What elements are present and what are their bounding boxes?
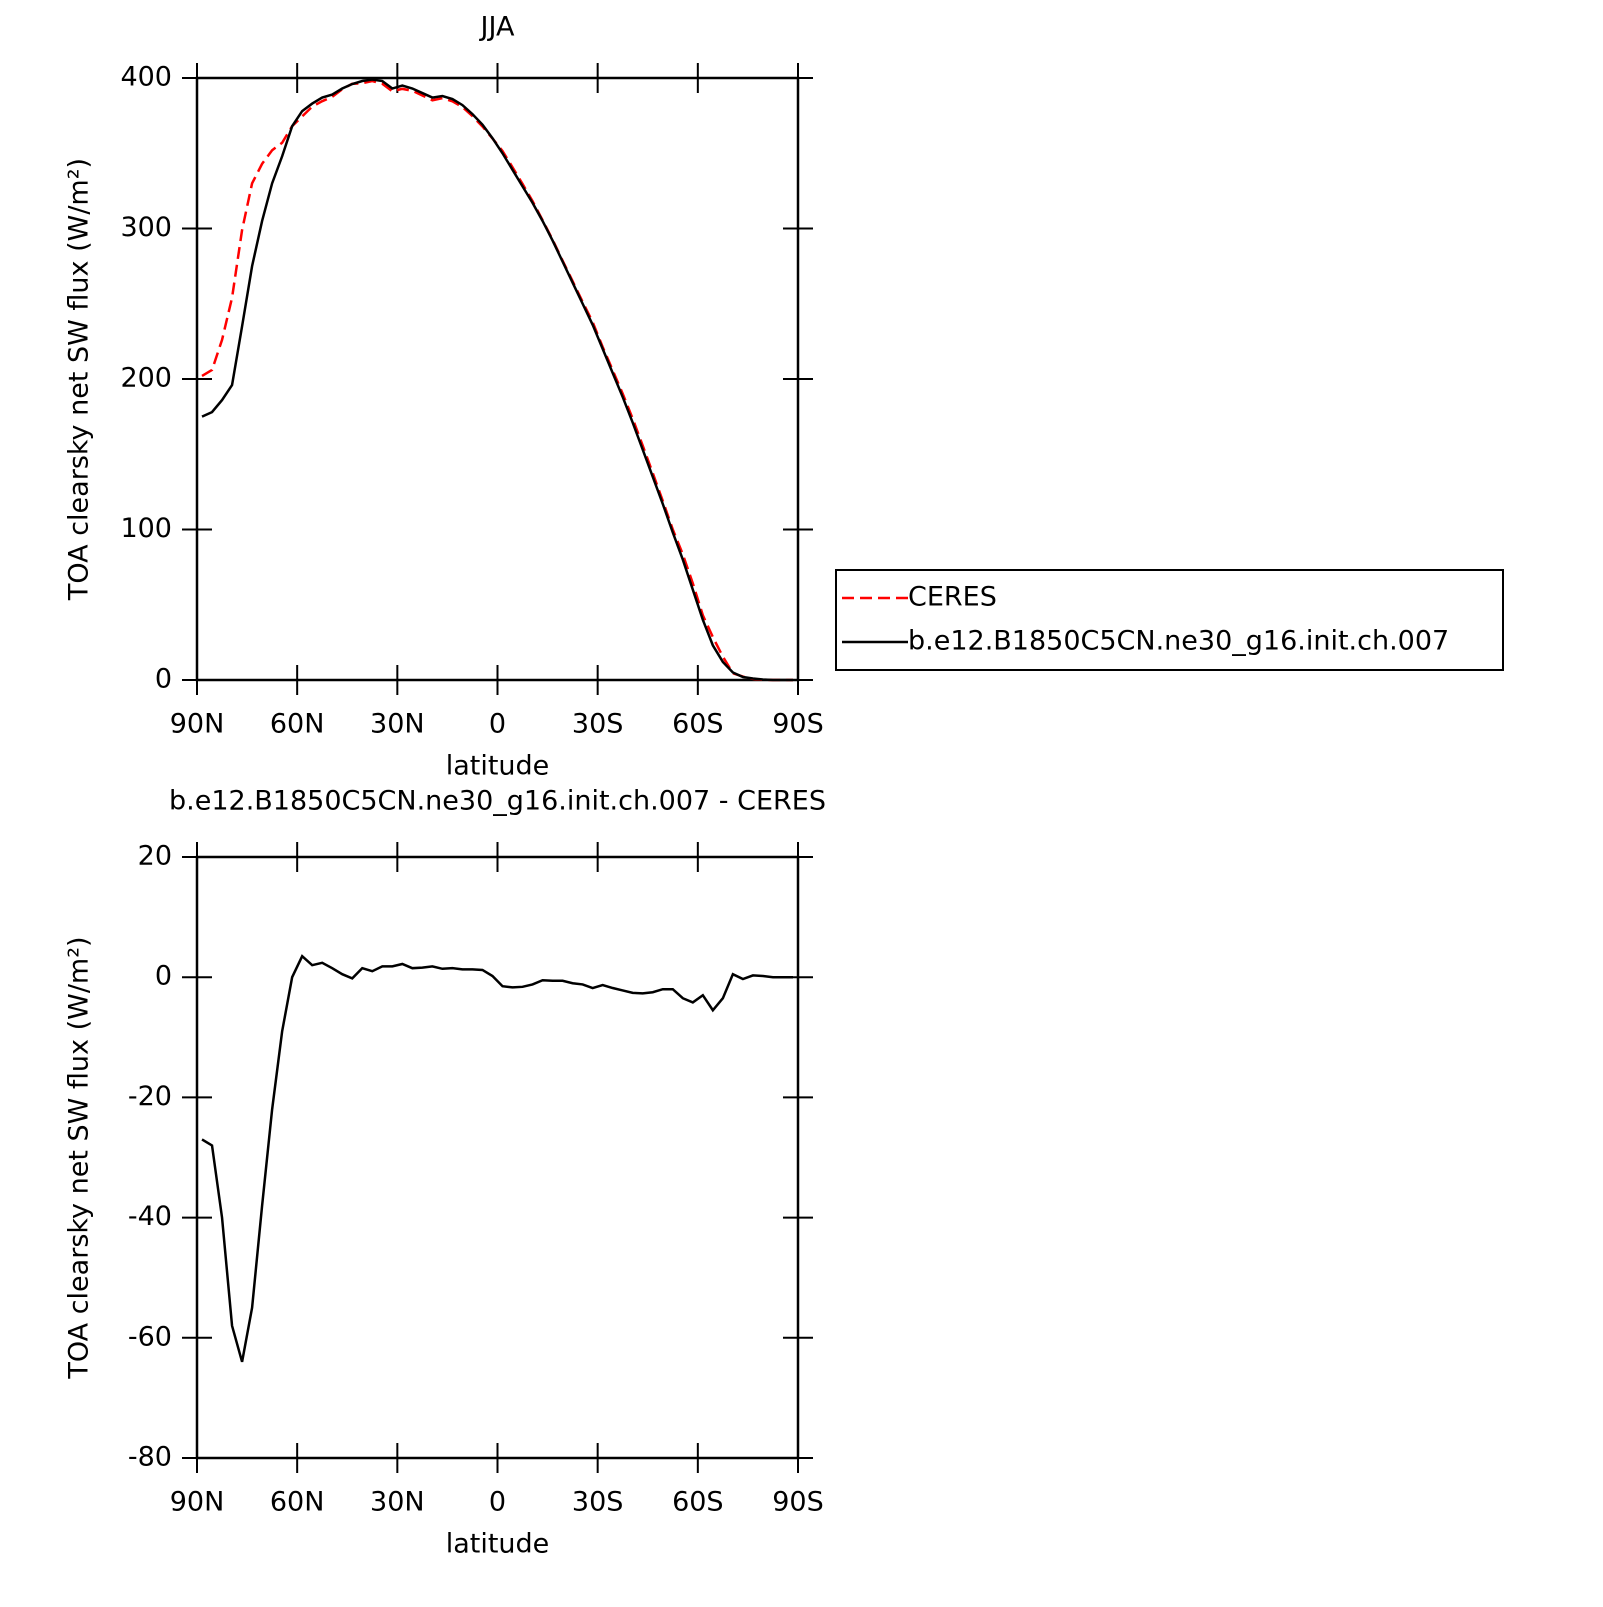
x-tick-label: 30N — [370, 709, 425, 740]
data-line — [201, 79, 793, 682]
plot-frame — [195, 855, 800, 1460]
y-tick-label: 20 — [138, 841, 172, 872]
x-tick-label: 30N — [370, 1487, 425, 1518]
y-axis-label: TOA clearsky net SW flux (W/m²) — [64, 158, 95, 601]
x-tick-label: 90N — [170, 709, 225, 740]
y-tick-label: 300 — [120, 212, 172, 243]
legend-label: b.e12.B1850C5CN.ne30_g16.init.ch.007 — [908, 626, 1449, 657]
y-tick-label: -40 — [128, 1201, 172, 1232]
x-tick-label: 90S — [772, 709, 824, 740]
x-tick-label: 30S — [572, 1487, 624, 1518]
data-line — [201, 78, 793, 682]
y-tick-label: -20 — [128, 1081, 172, 1112]
y-tick-label: -60 — [128, 1321, 172, 1352]
data-line — [201, 954, 793, 1363]
y-tick-label: 100 — [120, 513, 172, 544]
x-axis-label: latitude — [446, 1529, 550, 1560]
x-tick-label: 30S — [572, 709, 624, 740]
x-axis-label: latitude — [446, 751, 550, 782]
x-tick-label: 60N — [270, 709, 325, 740]
legend-label: CERES — [908, 582, 997, 613]
x-tick-label: 60S — [672, 1487, 724, 1518]
y-tick-label: -80 — [128, 1442, 172, 1473]
legend-box — [835, 569, 1504, 671]
y-tick-label: 200 — [120, 363, 172, 394]
x-tick-label: 90N — [170, 1487, 225, 1518]
x-tick-label: 0 — [489, 709, 506, 740]
x-tick-label: 60N — [270, 1487, 325, 1518]
plot-frame — [195, 76, 800, 682]
y-tick-label: 400 — [120, 62, 172, 93]
x-tick-label: 60S — [672, 709, 724, 740]
y-tick-label: 0 — [155, 961, 172, 992]
x-tick-label: 90S — [772, 1487, 824, 1518]
y-tick-label: 0 — [155, 664, 172, 695]
chart-title: JJA — [479, 12, 515, 43]
x-tick-label: 0 — [489, 1487, 506, 1518]
y-axis-label: TOA clearsky net SW flux (W/m²) — [64, 936, 95, 1379]
chart-title: b.e12.B1850C5CN.ne30_g16.init.ch.007 - C… — [169, 786, 826, 817]
